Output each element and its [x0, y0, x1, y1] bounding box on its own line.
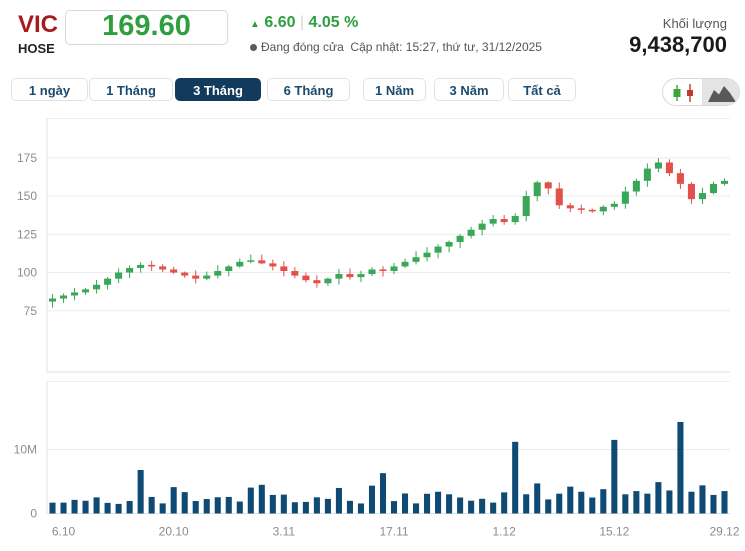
svg-text:17.11: 17.11: [379, 525, 408, 539]
svg-text:1.12: 1.12: [492, 525, 516, 539]
svg-text:3.11: 3.11: [273, 525, 296, 539]
svg-text:10M: 10M: [14, 442, 37, 456]
svg-text:20.10: 20.10: [159, 525, 189, 539]
svg-text:100: 100: [17, 266, 37, 280]
svg-text:150: 150: [17, 189, 37, 203]
svg-text:75: 75: [24, 304, 38, 318]
svg-text:6.10: 6.10: [52, 525, 76, 539]
svg-text:175: 175: [17, 151, 37, 165]
svg-text:125: 125: [17, 227, 37, 241]
svg-text:15.12: 15.12: [599, 525, 629, 539]
svg-text:0: 0: [30, 507, 37, 521]
svg-text:29.12: 29.12: [709, 525, 739, 539]
